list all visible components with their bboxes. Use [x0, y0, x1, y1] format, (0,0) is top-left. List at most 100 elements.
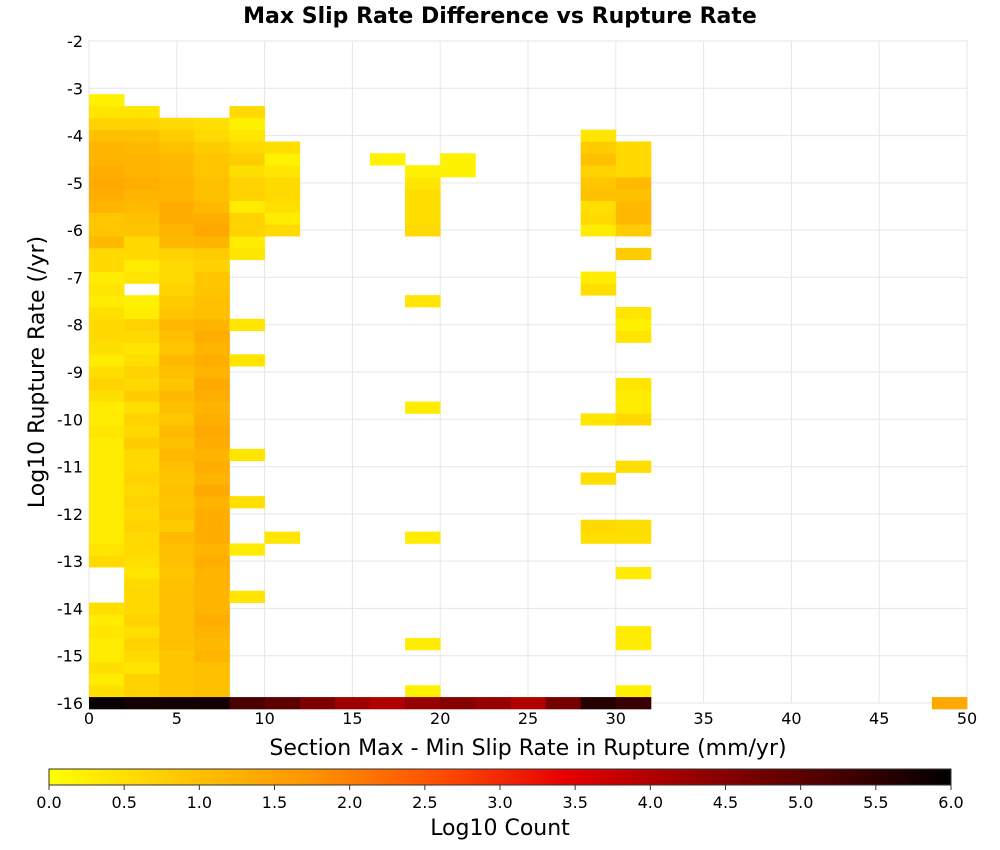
- colorbar: [48, 768, 952, 786]
- heatmap-cell: [159, 306, 195, 320]
- heatmap-cell: [405, 176, 441, 190]
- colorbar-tick-label: 4.0: [638, 793, 663, 812]
- heatmap-cell: [89, 259, 125, 272]
- heatmap-cell: [194, 413, 230, 426]
- heatmap-cell: [615, 165, 652, 178]
- colorbar-tick-label: 2.5: [412, 793, 437, 812]
- x-tick-label: 40: [781, 709, 801, 728]
- heatmap-cell: [124, 354, 160, 367]
- heatmap-cell: [194, 519, 230, 532]
- heatmap-cell: [89, 413, 125, 426]
- heatmap-cell: [194, 649, 230, 663]
- heatmap-cell: [264, 697, 301, 710]
- heatmap-cell: [159, 366, 195, 379]
- heatmap-cell: [264, 141, 301, 154]
- heatmap-cell: [229, 188, 265, 201]
- heatmap-cell: [89, 555, 125, 568]
- heatmap-cell: [615, 460, 652, 473]
- heatmap-cell: [194, 259, 230, 272]
- y-tick-label: -3: [67, 79, 83, 98]
- heatmap-cell: [369, 153, 406, 166]
- heatmap-cell: [159, 697, 195, 710]
- heatmap-cell: [580, 271, 617, 284]
- colorbar-tick-label: 2.0: [337, 793, 362, 812]
- heatmap-cell: [580, 531, 617, 544]
- heatmap-cell: [159, 519, 195, 532]
- heatmap-cell: [89, 295, 125, 308]
- heatmap-cell: [194, 377, 230, 391]
- heatmap-cell: [159, 578, 195, 592]
- heatmap-cell: [580, 153, 617, 166]
- heatmap-cell: [124, 590, 160, 603]
- heatmap-cell: [615, 389, 652, 402]
- heatmap-cell: [615, 247, 652, 261]
- heatmap-cell: [89, 425, 125, 438]
- heatmap-cell: [264, 176, 301, 190]
- colorbar-tick-label: 5.0: [788, 793, 813, 812]
- heatmap-cell: [89, 448, 125, 462]
- heatmap-cell: [405, 637, 441, 651]
- heatmap-cell: [229, 318, 265, 332]
- heatmap-cell: [194, 543, 230, 556]
- heatmap-cell: [194, 212, 230, 225]
- heatmap-cell: [124, 472, 160, 485]
- x-tick-label: 5: [172, 709, 182, 728]
- heatmap-cell: [159, 212, 195, 225]
- heatmap-cell: [124, 106, 160, 119]
- heatmap-cell: [159, 247, 195, 261]
- heatmap-cell: [124, 649, 160, 663]
- y-tick-label: -14: [57, 599, 83, 618]
- heatmap-cell: [89, 224, 125, 237]
- heatmap-cell: [580, 224, 617, 237]
- heatmap-cell: [159, 685, 195, 698]
- heatmap-cell: [124, 141, 160, 154]
- heatmap-cell: [89, 496, 125, 509]
- heatmap-cell: [124, 661, 160, 674]
- heatmap-cell: [405, 212, 441, 225]
- heatmap-cell: [580, 472, 617, 485]
- x-tick-label: 15: [342, 709, 362, 728]
- heatmap-cell: [159, 626, 195, 639]
- heatmap-cell: [159, 448, 195, 462]
- heatmap-cell: [615, 141, 652, 154]
- heatmap-cell: [159, 590, 195, 603]
- y-tick-label: -4: [67, 127, 83, 146]
- heatmap-cell: [124, 342, 160, 355]
- heatmap-cell: [440, 165, 476, 178]
- y-tick-label: -15: [57, 647, 83, 666]
- heatmap-cell: [124, 626, 160, 639]
- heatmap-cell: [194, 626, 230, 639]
- heatmap-cell: [159, 389, 195, 402]
- heatmap-cell: [124, 413, 160, 426]
- heatmap-cell: [89, 271, 125, 284]
- heatmap-cell: [159, 165, 195, 178]
- heatmap-cell: [159, 236, 195, 249]
- heatmap-cell: [931, 697, 968, 710]
- heatmap-cell: [89, 531, 125, 544]
- heatmap-cell: [124, 567, 160, 580]
- heatmap-cell: [229, 496, 265, 509]
- heatmap-cell: [405, 200, 441, 213]
- heatmap-cell: [194, 484, 230, 497]
- x-tick-label: 20: [430, 709, 450, 728]
- heatmap-cell: [89, 94, 125, 107]
- heatmap-cell: [159, 224, 195, 237]
- y-tick-label: -9: [67, 363, 83, 382]
- heatmap-cell: [580, 519, 617, 532]
- heatmap-cell: [159, 614, 195, 627]
- chart-title: Max Slip Rate Difference vs Rupture Rate: [243, 4, 757, 29]
- heatmap-cell: [124, 578, 160, 592]
- heatmap-cell: [159, 425, 195, 438]
- heatmap-cell: [615, 519, 652, 532]
- heatmap-cell: [89, 354, 125, 367]
- heatmap-cell: [89, 460, 125, 473]
- heatmap-cell: [159, 567, 195, 580]
- heatmap-cell: [194, 354, 230, 367]
- heatmap-cell: [580, 212, 617, 225]
- heatmap-cell: [124, 153, 160, 166]
- heatmap-cell: [159, 141, 195, 154]
- heatmap-cell: [615, 200, 652, 213]
- x-tick-label: 45: [869, 709, 889, 728]
- heatmap-cell: [475, 697, 511, 710]
- heatmap-cell: [194, 673, 230, 686]
